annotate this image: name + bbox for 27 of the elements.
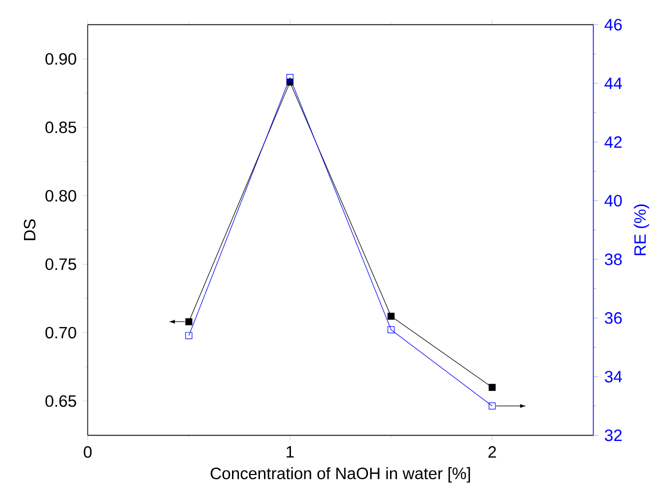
- y-tick-label: 0.80: [45, 190, 76, 202]
- y2-tick-label: 34: [604, 370, 622, 382]
- point: [185, 332, 192, 340]
- y-axis-title: DS: [24, 219, 36, 240]
- y2-tick-label: 44: [604, 78, 622, 90]
- y2-tick-label: 36: [604, 312, 622, 324]
- y2-axis-title: RE (%): [634, 204, 650, 256]
- y-tick-label: 0.70: [45, 326, 76, 338]
- x-tick-label: 2: [488, 446, 496, 458]
- y-tick-label: 0.65: [45, 395, 76, 407]
- x-tick-label: 1: [286, 446, 294, 458]
- point: [488, 384, 496, 391]
- x-axis-title: Concentration of NaOH in water [%]: [210, 467, 470, 482]
- x-tick-label: 0: [84, 446, 92, 458]
- y2-tick-label: 40: [604, 194, 622, 206]
- point: [488, 402, 496, 410]
- y2-tick-label: 46: [604, 18, 622, 31]
- point: [388, 326, 395, 334]
- y2-tick-label: 42: [604, 136, 622, 148]
- point: [286, 74, 294, 81]
- point: [185, 318, 192, 326]
- y-tick-label: 0.75: [45, 258, 76, 270]
- y-tick-label: 0.85: [45, 122, 76, 134]
- y2-tick-label: 32: [604, 429, 622, 442]
- point: [388, 312, 395, 320]
- y-tick-label: 0.90: [45, 53, 76, 65]
- y2-tick-label: 38: [604, 254, 622, 266]
